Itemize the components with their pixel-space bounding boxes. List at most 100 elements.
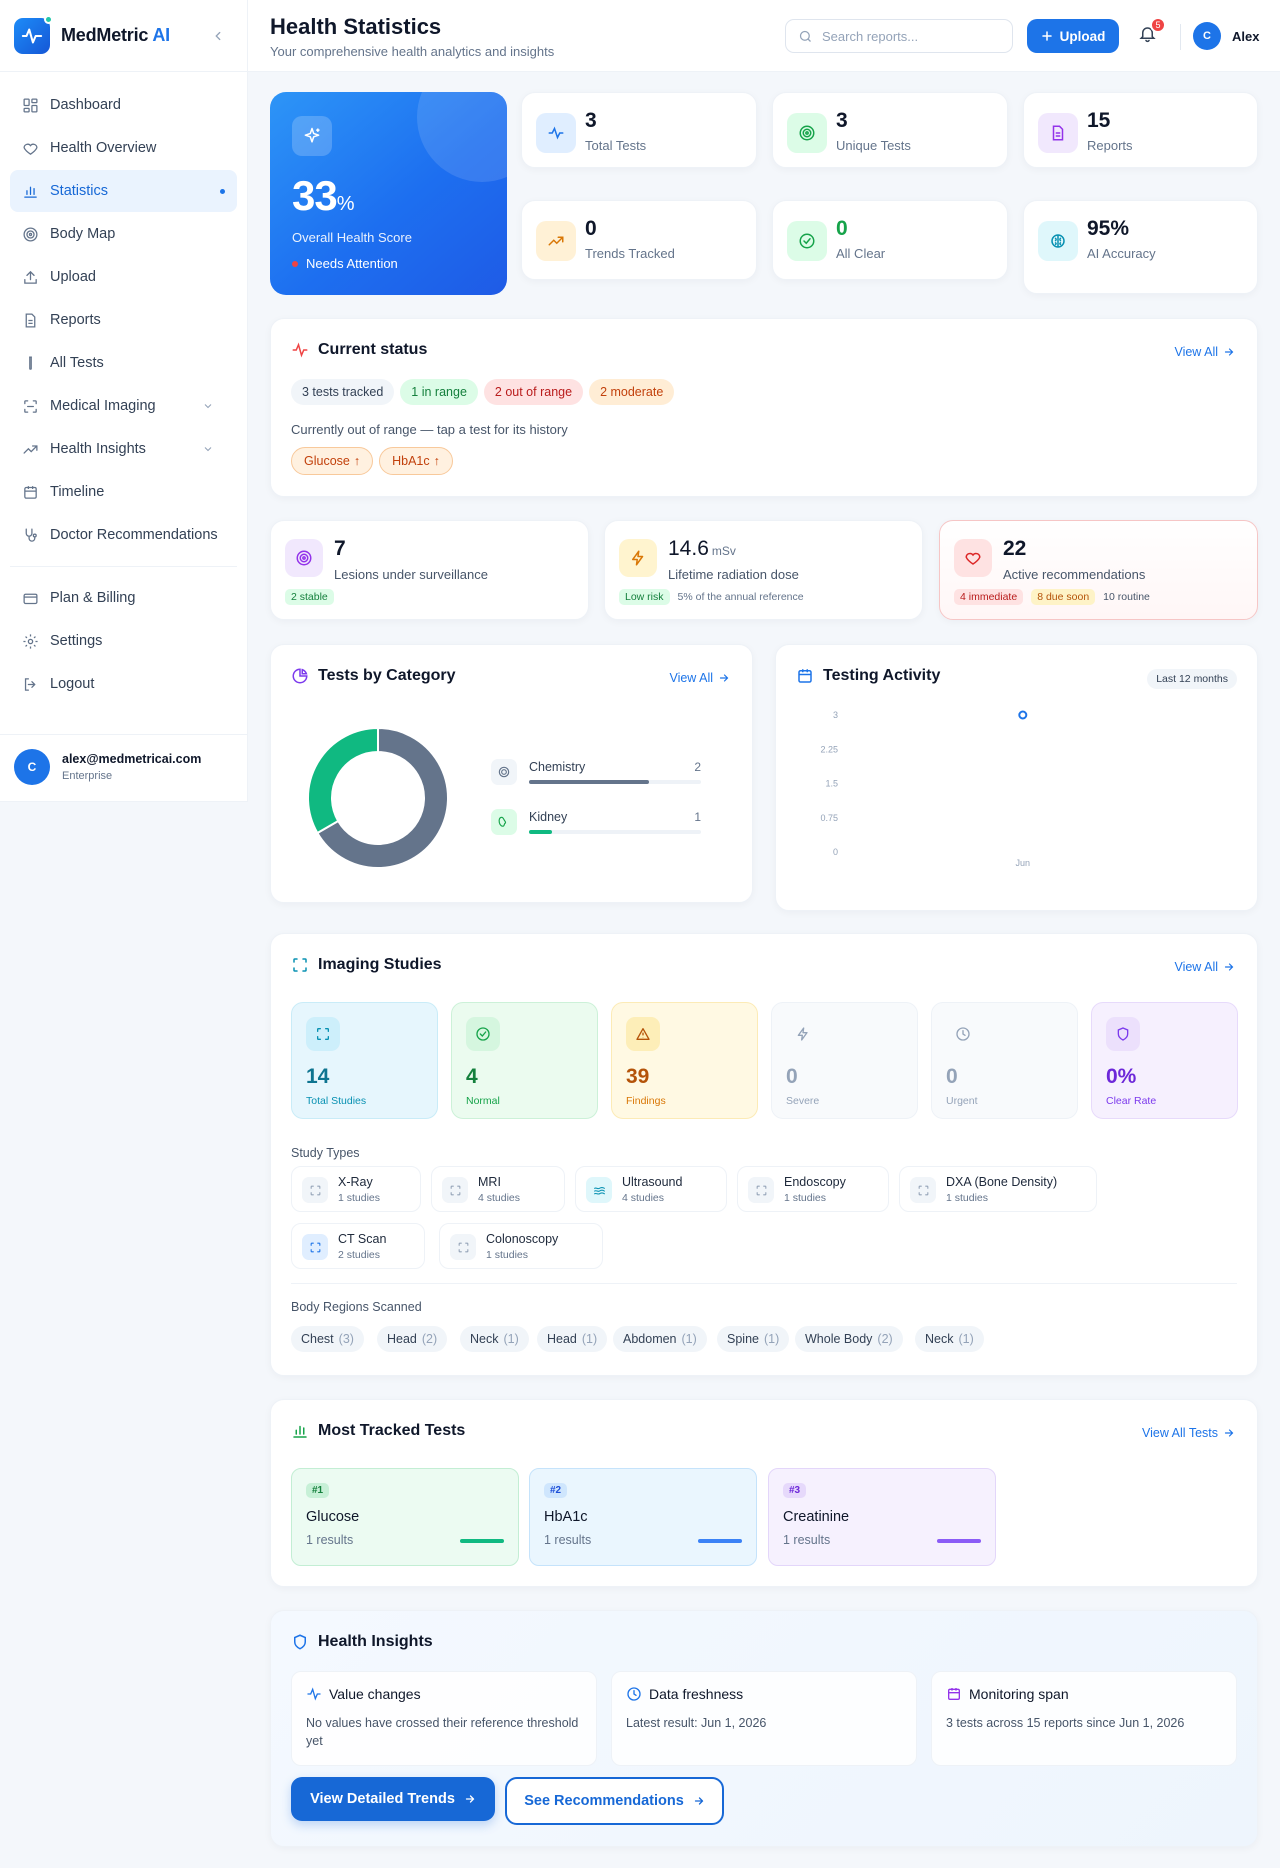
pill-in-range[interactable]: 1 in range bbox=[400, 379, 478, 405]
stat-card-all-clear[interactable]: 0 All Clear bbox=[772, 200, 1008, 280]
sidebar-item-all-tests[interactable]: All Tests bbox=[10, 342, 237, 384]
sidebar-item-label: Dashboard bbox=[50, 97, 121, 113]
y-tick-label: 0.75 bbox=[820, 813, 838, 823]
tile-severe[interactable]: 0 Severe bbox=[771, 1002, 918, 1119]
study-type-item[interactable]: Ultrasound 4 studies bbox=[575, 1166, 727, 1212]
tile-value: 0 bbox=[946, 1065, 958, 1088]
study-type-item[interactable]: CT Scan 2 studies bbox=[291, 1223, 425, 1269]
activity-chart[interactable]: 3 2.25 1.5 0.75 0 Jun bbox=[816, 707, 1116, 882]
sidebar-item-body-map[interactable]: Body Map bbox=[10, 213, 237, 255]
radiation-card[interactable]: 14.6 mSv Lifetime radiation dose Low risk… bbox=[604, 520, 923, 620]
region-chip[interactable]: Abdomen (1) bbox=[613, 1326, 707, 1352]
view-detailed-trends-button[interactable]: View Detailed Trends bbox=[291, 1777, 495, 1821]
scan-icon bbox=[748, 1177, 774, 1203]
flag-glucose[interactable]: Glucose ↑ bbox=[291, 447, 374, 475]
category-donut-chart[interactable] bbox=[303, 723, 453, 873]
radiation-label: Lifetime radiation dose bbox=[668, 567, 799, 582]
donut-slice-kidney[interactable] bbox=[307, 726, 379, 835]
bell-icon[interactable] bbox=[1138, 24, 1157, 43]
study-type-item[interactable]: Endoscopy 1 studies bbox=[737, 1166, 889, 1212]
stat-card-unique-tests[interactable]: 3 Unique Tests bbox=[772, 92, 1008, 168]
region-chip[interactable]: Chest (3) bbox=[291, 1326, 364, 1352]
see-recommendations-button[interactable]: See Recommendations bbox=[505, 1777, 724, 1825]
lesions-card[interactable]: 7 Lesions under surveillance 2 stable bbox=[270, 520, 589, 620]
upload-button[interactable]: Upload bbox=[1027, 19, 1119, 53]
user-profile[interactable]: C alex@medmetricai.com Enterprise bbox=[0, 734, 247, 785]
stat-card-trends[interactable]: 0 Trends Tracked bbox=[521, 200, 757, 280]
tracked-test-card[interactable]: #3 Creatinine 1 results bbox=[768, 1468, 996, 1566]
view-all-link[interactable]: View All bbox=[1174, 345, 1235, 359]
legend-item-chemistry[interactable]: Chemistry 2 bbox=[491, 759, 701, 787]
sidebar-item-label: Settings bbox=[50, 633, 103, 649]
lightning-icon bbox=[619, 539, 657, 577]
pill-out-of-range[interactable]: 2 out of range bbox=[483, 379, 584, 405]
user-name[interactable]: Alex bbox=[1232, 29, 1260, 44]
header-avatar[interactable]: C bbox=[1193, 22, 1221, 50]
tracked-test-card[interactable]: #2 HbA1c 1 results bbox=[529, 1468, 757, 1566]
tile-normal[interactable]: 4 Normal bbox=[451, 1002, 598, 1119]
clock-icon bbox=[946, 1017, 980, 1051]
test-results: 1 results bbox=[783, 1533, 831, 1547]
sidebar-item-logout[interactable]: Logout bbox=[10, 663, 237, 705]
sidebar-item-doctor-recommendations[interactable]: Doctor Recommendations bbox=[10, 514, 237, 556]
target-icon bbox=[787, 113, 827, 153]
sidebar-item-statistics[interactable]: Statistics bbox=[10, 170, 237, 212]
trend-icon bbox=[536, 221, 576, 261]
pill-tests-tracked[interactable]: 3 tests tracked bbox=[291, 379, 395, 405]
view-all-link[interactable]: View All bbox=[1174, 960, 1235, 974]
sparkle-icon bbox=[292, 116, 332, 156]
view-all-link[interactable]: View All bbox=[669, 671, 730, 685]
logo-icon[interactable] bbox=[14, 14, 53, 54]
study-type-item[interactable]: MRI 4 studies bbox=[431, 1166, 565, 1212]
stat-card-ai-accuracy[interactable]: 95% AI Accuracy bbox=[1023, 200, 1258, 294]
donut-slice-chemistry[interactable] bbox=[316, 726, 449, 869]
study-types-heading: Study Types bbox=[291, 1146, 360, 1160]
rank-badge: #2 bbox=[544, 1483, 568, 1498]
sidebar-item-label: Body Map bbox=[50, 226, 116, 242]
active-indicator bbox=[220, 188, 225, 194]
status-dot bbox=[44, 14, 53, 24]
sidebar-item-settings[interactable]: Settings bbox=[10, 620, 237, 662]
flag-hba1c[interactable]: HbA1c ↑ bbox=[379, 447, 453, 475]
tile-findings[interactable]: 39 Findings bbox=[611, 1002, 758, 1119]
legend-item-kidney[interactable]: Kidney 1 bbox=[491, 809, 701, 837]
sidebar-item-reports[interactable]: Reports bbox=[10, 299, 237, 341]
region-chip[interactable]: Whole Body (2) bbox=[795, 1326, 903, 1352]
study-type-count: 4 studies bbox=[622, 1192, 665, 1204]
region-chip[interactable]: Neck (1) bbox=[915, 1326, 984, 1352]
study-type-count: 1 studies bbox=[946, 1192, 989, 1204]
pill-moderate[interactable]: 2 moderate bbox=[589, 379, 675, 405]
view-all-tests-link[interactable]: View All Tests bbox=[1142, 1426, 1235, 1440]
region-chip[interactable]: Neck (1) bbox=[460, 1326, 529, 1352]
region-chip[interactable]: Head (2) bbox=[377, 1326, 448, 1352]
y-tick-label: 2.25 bbox=[820, 744, 838, 754]
sidebar-item-plan-billing[interactable]: Plan & Billing bbox=[10, 577, 237, 619]
recommendations-card[interactable]: 22 Active recommendations 4 immediate 8 … bbox=[939, 520, 1258, 620]
test-bar bbox=[460, 1539, 504, 1543]
sidebar-item-health-insights[interactable]: Health Insights bbox=[10, 428, 237, 470]
study-type-item[interactable]: DXA (Bone Density) 1 studies bbox=[899, 1166, 1097, 1212]
collapse-sidebar-icon[interactable] bbox=[211, 29, 225, 43]
tile-clear-rate[interactable]: 0% Clear Rate bbox=[1091, 1002, 1238, 1119]
study-type-item[interactable]: Colonoscopy 1 studies bbox=[439, 1223, 603, 1269]
sidebar-item-health-overview[interactable]: Health Overview bbox=[10, 127, 237, 169]
range-badge[interactable]: Last 12 months bbox=[1147, 669, 1237, 689]
search-input[interactable]: Search reports... bbox=[785, 19, 1013, 53]
study-type-count: 2 studies bbox=[338, 1249, 381, 1261]
sidebar-item-timeline[interactable]: Timeline bbox=[10, 471, 237, 513]
activity-point[interactable] bbox=[1018, 710, 1028, 720]
stat-card-total-tests[interactable]: 3 Total Tests bbox=[521, 92, 757, 168]
region-chip[interactable]: Spine (1) bbox=[717, 1326, 790, 1352]
check-circle-icon bbox=[787, 221, 827, 261]
sidebar-item-dashboard[interactable]: Dashboard bbox=[10, 84, 237, 126]
sidebar-item-upload[interactable]: Upload bbox=[10, 256, 237, 298]
tile-urgent[interactable]: 0 Urgent bbox=[931, 1002, 1078, 1119]
stat-card-reports[interactable]: 15 Reports bbox=[1023, 92, 1258, 168]
sidebar-item-medical-imaging[interactable]: Medical Imaging bbox=[10, 385, 237, 427]
health-score-card[interactable]: 33% Overall Health Score Needs Attention bbox=[270, 92, 507, 295]
study-type-item[interactable]: X-Ray 1 studies bbox=[291, 1166, 421, 1212]
sidebar-item-label: Medical Imaging bbox=[50, 398, 156, 414]
tile-total-studies[interactable]: 14 Total Studies bbox=[291, 1002, 438, 1119]
region-chip[interactable]: Head (1) bbox=[537, 1326, 608, 1352]
tracked-test-card[interactable]: #1 Glucose 1 results bbox=[291, 1468, 519, 1566]
